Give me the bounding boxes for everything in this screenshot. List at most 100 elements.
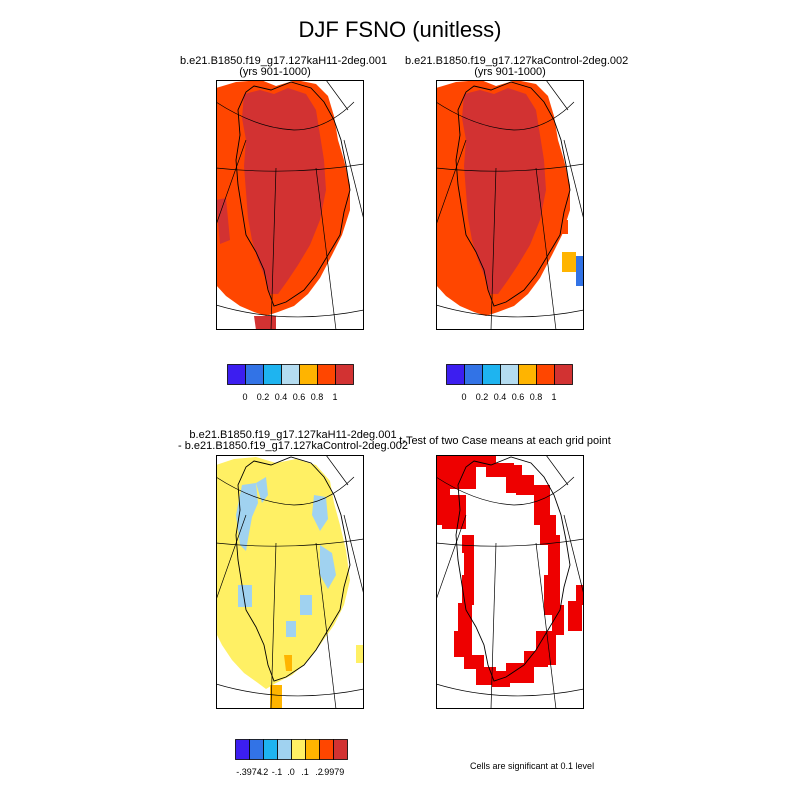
diff-field-east-cell [356,645,364,663]
meridian-line [270,542,277,709]
colorbar-swatch [227,364,246,385]
meridian-line [270,167,277,330]
significant-cell [576,585,584,605]
meridian-line [563,139,584,221]
colorbar-tick-label: 0 [242,392,248,402]
map-panel-case2 [436,80,584,330]
significant-cell [568,601,582,631]
map-frame [216,80,364,330]
meridian-line [343,139,364,221]
colorbar-swatch [305,739,320,760]
field-core-tip [254,316,276,330]
colorbar-tick-label: -.3974 [236,767,262,777]
colorbar-tick-label: 0.8 [310,392,324,402]
meridian-line [436,514,467,601]
significant-cell [462,535,474,553]
colorbar-swatch [263,364,282,385]
map-frame [216,455,364,709]
panel-title-case1-line2: (yrs 901-1000) [239,66,311,78]
latitude-line [436,538,584,547]
colorbar-swatch [536,364,555,385]
colorbar-swatch [249,739,264,760]
meridian-line [535,167,557,330]
colorbar-swatch [281,364,300,385]
colorbar-tick-label: 1 [332,392,338,402]
meridian-line [315,167,337,330]
colorbar-tick-label: -.1 [271,767,283,777]
significant-cell [506,663,534,683]
main-title: DJF FSNO (unitless) [298,17,502,42]
significant-cell [436,455,476,489]
map-panel-diff [216,455,364,709]
meridian-line [490,542,497,709]
significant-cell [476,667,496,685]
colorbar-tick-label: -.2 [257,767,269,777]
coastline [235,81,351,307]
colorbar-tick-label: 0.2 [256,392,270,402]
colorbar-swatch [319,739,334,760]
colorbar-swatch [299,364,318,385]
panel-title-ttest-line1: t-Test of two Case means at each grid po… [399,435,611,447]
significant-cell [458,603,472,633]
coastline [455,81,571,307]
significant-cell [464,655,484,669]
colorbar-swatch [518,364,537,385]
diff-field-positive-strong [270,685,282,709]
panel-title-case2-line1: b.e21.B1850.f19_g17.127kaControl-2deg.00… [405,55,629,67]
colorbar-tick-label: .2 [315,767,323,777]
field-core [462,88,546,294]
diff-field-negative [320,545,336,589]
diff-field-positive-strong [284,655,292,671]
latitude-line [436,683,584,697]
meridian-line [325,455,349,486]
significant-cell [442,495,466,529]
colorbar-swatch [277,739,292,760]
colorbar-swatch [263,739,278,760]
latitude-line [216,538,364,547]
meridian-line [563,514,584,596]
significant-cell [548,535,560,575]
map-frame [436,455,584,709]
colorbar-tick-label: 0.6 [292,392,306,402]
meridian-line [325,80,349,111]
latitude-line [216,683,364,697]
significant-cell [552,605,564,635]
colorbar-diff [235,739,348,760]
colorbar-swatch [500,364,519,385]
panel-title-case1-line1: b.e21.B1850.f19_g17.127kaH11-2deg.001 [180,55,388,67]
map-panel-ttest [436,455,584,709]
colorbar-tick-label: 0.2 [475,392,489,402]
panel-title-case2: b.e21.B1850.f19_g17.127kaControl-2deg.00… [405,55,629,78]
meridian-line [216,139,247,226]
colorbar-swatch [235,739,250,760]
colorbar-swatch [464,364,483,385]
panel-title-diff-line1: b.e21.B1850.f19_g17.127kaH11-2deg.001 [189,429,397,441]
colorbar-tick-label: .0 [287,767,295,777]
latitude-line [216,163,364,172]
meridian-line [545,455,569,486]
diff-field-negative [286,621,296,637]
colorbar-swatch [446,364,465,385]
meridian-line [545,80,569,111]
colorbar-tick-label: 0.4 [274,392,288,402]
significant-cell [464,547,474,577]
coastline [455,456,571,682]
latitude-line [216,304,364,318]
significant-cell [462,575,474,605]
map-panel-case1 [216,80,364,330]
colorbar-case1 [227,364,354,385]
colorbar-swatch [335,364,354,385]
field-east-cell [576,256,584,286]
meridian-line [490,167,497,330]
colorbar-tick-label: .9979 [321,767,345,777]
colorbar-tick-label: 0.6 [511,392,525,402]
colorbar-swatch [317,364,336,385]
colorbar-swatch [245,364,264,385]
field-east-cell [562,252,576,272]
panel-title-case1: b.e21.B1850.f19_g17.127kaH11-2deg.001 (y… [180,55,388,78]
meridian-line [343,514,364,596]
colorbar-swatch [333,739,348,760]
colorbar-case2 [446,364,573,385]
panel-title-diff: b.e21.B1850.f19_g17.127kaH11-2deg.001 - … [168,430,418,452]
panel-title-ttest: t-Test of two Case means at each grid po… [395,436,615,447]
